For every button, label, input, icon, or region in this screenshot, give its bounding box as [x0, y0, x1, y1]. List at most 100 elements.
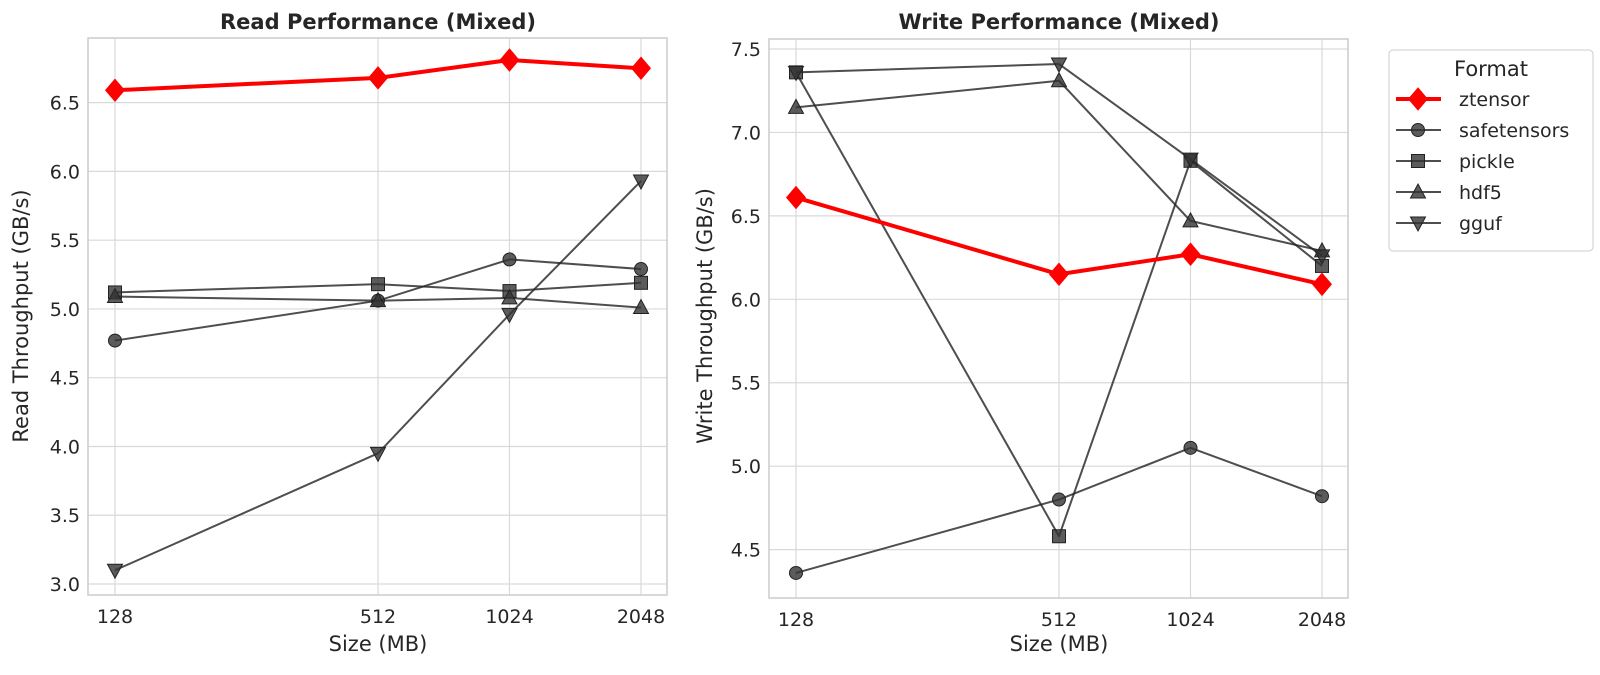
ztensor-marker	[367, 66, 389, 90]
hdf5-marker	[369, 291, 387, 308]
y-tick-label: 5.0	[50, 299, 80, 321]
gguf-marker	[369, 446, 387, 463]
series-hdf5	[106, 287, 650, 315]
series-safetensors	[789, 440, 1329, 580]
series-line	[114, 180, 642, 572]
ztensor-marker	[1311, 272, 1333, 297]
hdf5-marker	[787, 98, 805, 114]
safetensors-marker	[502, 252, 517, 267]
legend-item-gguf: gguf	[1396, 213, 1503, 235]
safetensors-marker	[1052, 492, 1066, 507]
legend-safetensors-marker	[1411, 123, 1425, 137]
series-line	[795, 195, 1323, 287]
legend: Format ztensor safetensors pickle hdf5 gguf	[1388, 49, 1594, 252]
y-tick-label: 7.0	[731, 122, 761, 144]
safetensors-marker	[1315, 489, 1329, 504]
gguf-marker	[106, 563, 124, 580]
x-tick-label: 2048	[1298, 609, 1346, 631]
legend-item-safetensors: safetensors	[1396, 120, 1569, 142]
hdf5-marker	[1182, 211, 1199, 228]
safetensors-marker	[108, 333, 122, 348]
gguf-marker	[501, 307, 518, 324]
legend-label: ztensor	[1459, 89, 1530, 111]
series-line	[114, 295, 642, 309]
x-tick-label: 128	[97, 606, 133, 628]
pickle-marker	[1052, 529, 1066, 544]
ztensor-marker	[1180, 242, 1201, 267]
hdf5-marker	[106, 287, 124, 304]
y-tick-label: 3.5	[50, 505, 80, 527]
grid	[769, 39, 1348, 598]
gguf-marker	[1050, 57, 1068, 74]
x-axis-label: Size (MB)	[329, 632, 428, 656]
y-tick-label: 7.5	[731, 39, 761, 61]
legend-label: safetensors	[1459, 120, 1569, 142]
series-ztensor	[785, 185, 1333, 297]
x-tick-label: 1024	[1166, 609, 1214, 631]
x-tick-label: 1024	[485, 606, 533, 628]
legend-item-hdf5: hdf5	[1396, 182, 1502, 204]
ztensor-marker	[104, 78, 126, 103]
series-line	[795, 71, 1323, 538]
y-tick-label: 4.0	[50, 436, 80, 458]
legend-label: gguf	[1459, 213, 1503, 235]
y-tick-label: 5.0	[731, 456, 761, 478]
chart-title: Read Performance (Mixed)	[220, 10, 536, 34]
series-line	[114, 258, 642, 342]
series-line	[795, 63, 1323, 257]
read-performance-chart: Read Performance (Mixed) Size (MB) Read …	[9, 10, 668, 656]
legend-gguf-marker	[1409, 216, 1427, 233]
legend-title: Format	[1454, 57, 1528, 81]
legend-item-pickle: pickle	[1396, 151, 1515, 173]
x-tick-label: 2048	[617, 606, 665, 628]
safetensors-marker	[1183, 440, 1198, 455]
y-tick-label: 6.5	[50, 93, 80, 115]
legend-hdf5-marker	[1409, 182, 1427, 199]
series-line	[114, 281, 642, 294]
y-tick-label: 5.5	[731, 373, 761, 395]
y-tick-label: 4.5	[50, 368, 80, 390]
y-axis-label: Write Throughput (GB/s)	[693, 188, 717, 444]
y-axis-label: Read Throughput (GB/s)	[9, 189, 33, 442]
write-performance-chart: Write Performance (Mixed) Size (MB) Writ…	[693, 10, 1349, 656]
chart-title: Write Performance (Mixed)	[899, 10, 1220, 34]
y-tick-label: 3.0	[50, 574, 80, 596]
ztensor-marker	[630, 56, 652, 81]
x-tick-label: 128	[778, 609, 814, 631]
y-tick-label: 6.0	[731, 289, 761, 311]
legend-label: pickle	[1459, 151, 1515, 173]
y-tick-label: 5.5	[50, 230, 80, 252]
x-tick-label: 512	[1041, 609, 1077, 631]
series-gguf	[787, 57, 1331, 265]
legend-ztensor-marker	[1407, 87, 1429, 111]
series-line	[114, 58, 642, 93]
legend-pickle-marker	[1411, 154, 1425, 168]
grid	[88, 38, 667, 595]
gguf-marker	[1313, 249, 1331, 265]
safetensors-marker	[789, 565, 803, 580]
axes-frame	[768, 38, 1349, 599]
legend-item-ztensor: ztensor	[1396, 87, 1530, 111]
y-tick-label: 6.0	[50, 161, 80, 183]
series-line	[795, 79, 1323, 252]
series-gguf	[106, 174, 650, 580]
series-line	[795, 446, 1323, 574]
axes-frame	[87, 37, 668, 596]
x-tick-label: 512	[360, 606, 396, 628]
series-ztensor	[104, 48, 652, 103]
gguf-marker	[632, 174, 650, 191]
pickle-marker	[634, 275, 648, 290]
pickle-marker	[371, 277, 385, 292]
ztensor-marker	[499, 48, 520, 72]
hdf5-marker	[632, 298, 650, 315]
hdf5-marker	[1050, 71, 1068, 88]
legend-label: hdf5	[1459, 182, 1502, 204]
ztensor-marker	[785, 185, 807, 210]
gguf-marker	[787, 65, 805, 82]
y-tick-label: 6.5	[731, 206, 761, 228]
ztensor-marker	[1048, 262, 1070, 287]
y-tick-label: 4.5	[731, 540, 761, 562]
safetensors-marker	[634, 262, 648, 277]
